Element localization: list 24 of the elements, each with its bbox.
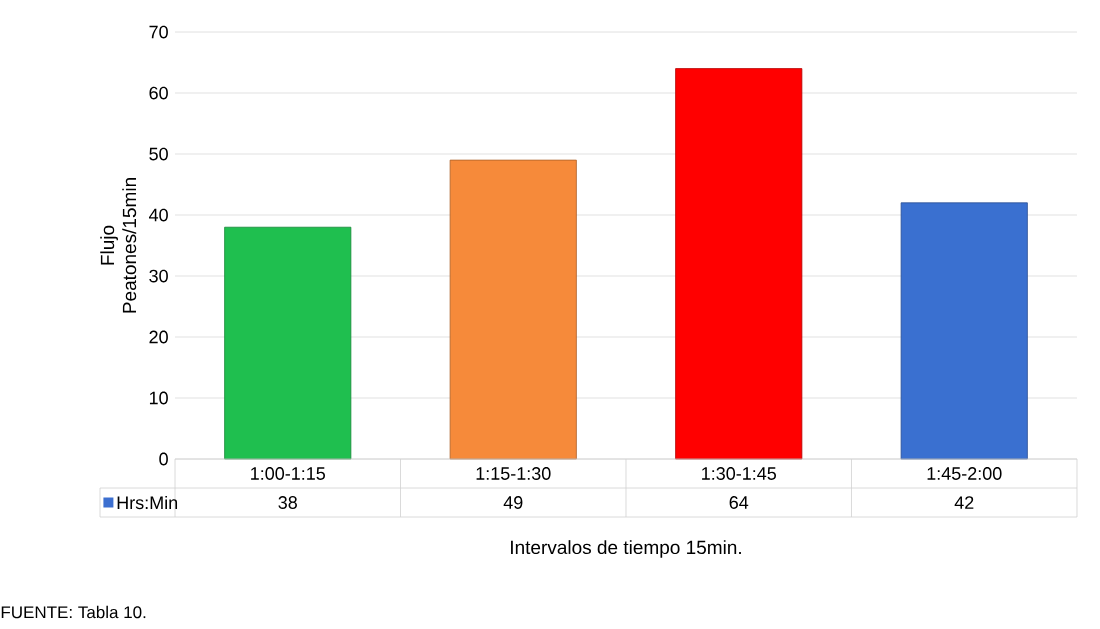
bar [900, 202, 1028, 460]
y-tick-label: 60 [149, 86, 168, 100]
bar [675, 68, 803, 460]
x-tick-label: 1:30-1:45 [702, 467, 777, 480]
y-tick-label: 30 [149, 269, 168, 283]
y-tick-label: 10 [149, 391, 168, 405]
y-tick-label: 0 [159, 452, 168, 466]
y-axis-title: Flujo Peatones/15min [100, 178, 137, 313]
data-label: 64 [729, 496, 749, 509]
x-axis-title: Intervalos de tiempo 15min. [511, 540, 741, 558]
bar [449, 159, 577, 460]
data-label: 42 [954, 496, 974, 509]
x-tick-label: 1:45-2:00 [927, 467, 1002, 480]
y-tick-label: 70 [149, 25, 168, 39]
data-label: 49 [503, 496, 523, 509]
x-tick-label: 1:00-1:15 [251, 467, 326, 480]
legend-label: Hrs:Min [117, 495, 178, 510]
y-tick-label: 20 [149, 330, 168, 344]
source-note: FUENTE: Tabla 10. [1, 605, 146, 619]
y-tick-label: 40 [148, 208, 168, 222]
y-tick-label: 50 [149, 147, 168, 161]
x-tick-label: 1:15-1:30 [476, 467, 551, 480]
bar [224, 226, 352, 460]
data-label: 38 [278, 496, 297, 509]
